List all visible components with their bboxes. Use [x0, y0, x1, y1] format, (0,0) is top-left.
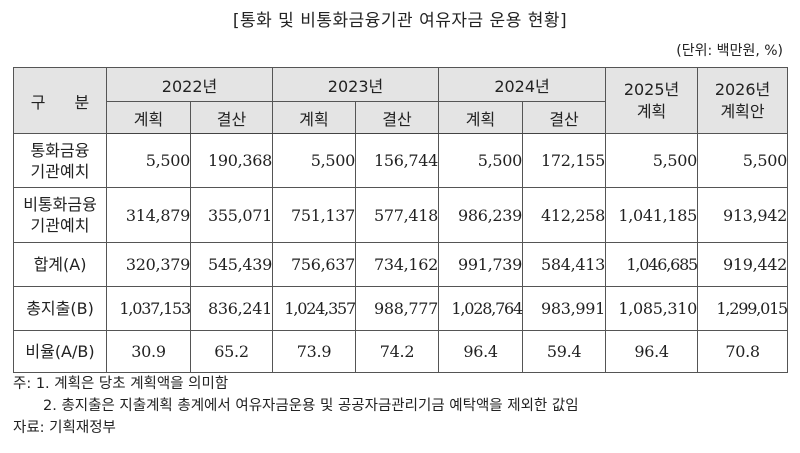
cell: 5,500 [697, 133, 789, 188]
cell: 1,028,764 [438, 286, 523, 331]
header-2022-settlement: 결산 [189, 101, 274, 134]
header-row-years: 구 분 2022년 2023년 2024년 2025년 계획 2026년 계획안 [13, 67, 789, 134]
table-row: 비통화금융 기관예치 314,879 355,071 751,137 577,4… [13, 187, 789, 243]
cell: 751,137 [272, 187, 357, 243]
cell: 988,777 [355, 286, 440, 331]
header-2023-plan: 계획 [272, 101, 357, 134]
header-2023-settlement: 결산 [355, 101, 440, 134]
cell: 577,418 [355, 187, 440, 243]
cell: 5,500 [605, 133, 699, 188]
header-category: 구 분 [13, 67, 107, 134]
cell: 70.8 [697, 330, 789, 373]
header-2022-plan: 계획 [106, 101, 191, 134]
cell: 545,439 [189, 242, 274, 287]
cell: 65.2 [189, 330, 274, 373]
row-label-line1: 비통화금융 [23, 195, 97, 214]
cell: 584,413 [522, 242, 607, 287]
row-label-line2: 기관예치 [30, 161, 90, 181]
cell: 983,991 [522, 286, 607, 331]
header-row-sub: 계획 결산 계획 결산 계획 결산 [14, 101, 788, 134]
cell: 96.4 [438, 330, 524, 373]
cell: 991,739 [438, 242, 524, 287]
cell: 5,500 [272, 133, 357, 188]
row-label: 통화금융 기관예치 [13, 133, 107, 188]
cell: 172,155 [522, 133, 607, 188]
header-year-2025: 2025년 계획 [605, 67, 699, 134]
table-row: 통화금융 기관예치 5,500 190,368 5,500 156,744 5,… [13, 133, 789, 188]
cell: 1,024,357 [272, 286, 356, 331]
cell: 59.4 [522, 330, 607, 373]
header-year-2025-label: 2025년 [623, 79, 680, 99]
row-label: 비통화금융 기관예치 [13, 187, 107, 243]
footnote-2: 2. 총지출은 지출계획 총계에서 여유자금운용 및 공공자금관리기금 예탁액을… [43, 398, 579, 414]
cell: 412,258 [522, 187, 607, 243]
row-label: 총지출(B) [13, 286, 107, 331]
header-2024-settlement: 결산 [522, 101, 607, 134]
header-year-2024: 2024년 [438, 67, 607, 102]
cell: 320,379 [106, 242, 191, 287]
cell: 1,299,015 [697, 286, 788, 331]
cell: 1,037,153 [106, 286, 191, 331]
cell: 73.9 [272, 330, 357, 373]
cell: 5,500 [438, 133, 524, 188]
cell: 30.9 [106, 330, 191, 373]
cell: 734,162 [355, 242, 440, 287]
row-label-line1: 통화금융 [30, 140, 90, 160]
cell: 756,637 [272, 242, 357, 287]
table-row: 총지출(B) 1,037,153 836,241 1,024,357 988,7… [13, 286, 788, 331]
cell: 5,500 [106, 133, 191, 188]
unit-label: (단위: 백만원, %) [676, 43, 783, 59]
footnote-1: 주: 1. 계획은 당초 계획액을 의미함 [13, 376, 229, 392]
cell: 913,942 [697, 187, 789, 243]
cell: 96.4 [605, 330, 699, 373]
cell: 74.2 [355, 330, 440, 373]
cell: 156,744 [355, 133, 440, 188]
cell: 355,071 [189, 187, 274, 243]
cell: 836,241 [189, 286, 274, 331]
row-label-line2: 기관예치 [30, 216, 90, 235]
header-year-2026: 2026년 계획안 [697, 67, 789, 134]
table-row: 합계(A) 320,379 545,439 756,637 734,162 99… [13, 242, 789, 287]
header-year-2022: 2022년 [105, 67, 274, 102]
cell: 986,239 [438, 187, 524, 243]
cell: 314,879 [106, 187, 191, 243]
header-year-2026-label: 2026년 [714, 79, 771, 99]
table-title: [통화 및 비통화금융기관 여유자금 운용 현황] [232, 11, 568, 31]
footnotes: 주: 1. 계획은 당초 계획액을 의미함 2. 총지출은 지출계획 총계에서 … [13, 373, 579, 439]
fund-management-table: 구 분 2022년 2023년 2024년 2025년 계획 2026년 계획안… [13, 67, 788, 373]
table-row: 비율(A/B) 30.9 65.2 73.9 74.2 96.4 59.4 96… [13, 330, 789, 373]
row-label: 합계(A) [13, 242, 107, 287]
row-label: 비율(A/B) [13, 330, 107, 373]
source-note: 자료: 기획재정부 [13, 420, 116, 436]
header-year-2025-sub: 계획 [636, 101, 667, 121]
header-2024-plan: 계획 [438, 101, 524, 134]
cell: 1,046,685 [605, 242, 698, 287]
header-year-2026-sub: 계획안 [720, 101, 765, 121]
cell: 190,368 [189, 133, 274, 188]
header-year-2023: 2023년 [272, 67, 440, 102]
cell: 919,442 [697, 242, 789, 287]
cell: 1,041,185 [605, 187, 699, 243]
cell: 1,085,310 [605, 286, 699, 331]
